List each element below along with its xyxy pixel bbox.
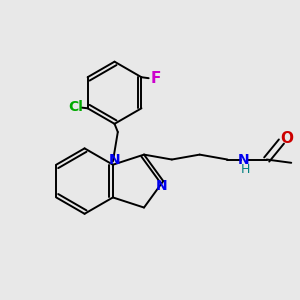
Text: N: N	[109, 153, 120, 167]
Text: H: H	[241, 164, 250, 176]
Text: O: O	[280, 131, 293, 146]
Text: F: F	[151, 71, 161, 86]
Text: Cl: Cl	[69, 100, 84, 114]
Text: N: N	[238, 152, 250, 167]
Text: N: N	[156, 179, 167, 193]
